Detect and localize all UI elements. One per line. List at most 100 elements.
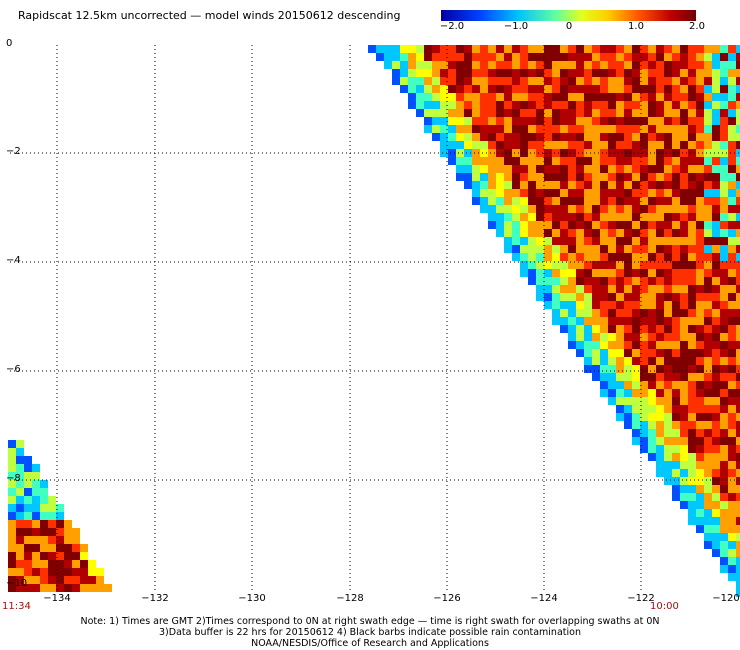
- swath-cell: [640, 301, 648, 309]
- swath-cell: [568, 109, 576, 117]
- swath-cell: [600, 301, 608, 309]
- swath-cell: [544, 77, 552, 85]
- swath-cell: [664, 189, 672, 197]
- swath-cell: [592, 133, 600, 141]
- swath-cell: [704, 197, 712, 205]
- swath-cell: [608, 341, 616, 349]
- swath-cell: [504, 53, 512, 61]
- swath-cell: [648, 157, 656, 165]
- swath-cell: [728, 333, 736, 341]
- swath-cell: [440, 149, 448, 157]
- swath-cell: [624, 93, 632, 101]
- swath-cell: [720, 125, 728, 133]
- swath-cell: [632, 61, 640, 69]
- swath-cell: [480, 85, 488, 93]
- swath-cell: [488, 157, 496, 165]
- swath-cell: [712, 301, 720, 309]
- swath-cell: [736, 245, 740, 253]
- swath-cell: [568, 141, 576, 149]
- swath-cell: [704, 477, 712, 485]
- swath-cell: [704, 325, 712, 333]
- swath-cell: [448, 101, 456, 109]
- swath-cell: [632, 157, 640, 165]
- swath-cell: [536, 117, 544, 125]
- swath-cell: [40, 576, 48, 584]
- swath-cell: [464, 101, 472, 109]
- swath-cell: [656, 437, 664, 445]
- swath-cell: [632, 309, 640, 317]
- swath-cell: [720, 53, 728, 61]
- swath-cell: [608, 389, 616, 397]
- swath-cell: [712, 341, 720, 349]
- swath-cell: [728, 165, 736, 173]
- swath-cell: [648, 341, 656, 349]
- swath-cell: [688, 413, 696, 421]
- swath-cell: [624, 45, 632, 53]
- swath-cell: [696, 61, 704, 69]
- swath-cell: [576, 253, 584, 261]
- swath-cell: [568, 173, 576, 181]
- swath-cell: [672, 101, 680, 109]
- swath-cell: [72, 544, 80, 552]
- swath-cell: [440, 109, 448, 117]
- swath-cell: [520, 245, 528, 253]
- swath-cell: [736, 109, 740, 117]
- swath-cell: [632, 341, 640, 349]
- swath-cell: [696, 453, 704, 461]
- swath-cell: [568, 221, 576, 229]
- swath-cell: [408, 61, 416, 69]
- colorbar-label-min: −2.0: [439, 21, 465, 32]
- swath-cell: [736, 437, 740, 445]
- swath-cell: [696, 341, 704, 349]
- swath-cell: [736, 389, 740, 397]
- swath-cell: [552, 117, 560, 125]
- swath-cell: [664, 61, 672, 69]
- swath-cell: [488, 149, 496, 157]
- swath-cell: [712, 189, 720, 197]
- swath-cell: [656, 181, 664, 189]
- swath-cell: [448, 61, 456, 69]
- swath-cell: [696, 437, 704, 445]
- swath-cell: [608, 381, 616, 389]
- swath-cell: [560, 117, 568, 125]
- swath-cell: [640, 53, 648, 61]
- swath-cell: [648, 397, 656, 405]
- swath-cell: [728, 117, 736, 125]
- swath-cell: [552, 69, 560, 77]
- swath-cell: [632, 213, 640, 221]
- swath-cell: [16, 520, 24, 528]
- swath-cell: [616, 397, 624, 405]
- swath-cell: [736, 189, 740, 197]
- swath-cell: [624, 229, 632, 237]
- swath-cell: [552, 101, 560, 109]
- swath-cell: [624, 197, 632, 205]
- swath-cell: [720, 285, 728, 293]
- swath-cell: [448, 157, 456, 165]
- swath-cell: [736, 469, 740, 477]
- swath-cell: [552, 149, 560, 157]
- swath-cell: [648, 61, 656, 69]
- swath-cell: [704, 253, 712, 261]
- swath-cell: [624, 269, 632, 277]
- colorbar-label-zero: 0: [565, 21, 573, 32]
- swath-cell: [504, 101, 512, 109]
- swath-cell: [640, 69, 648, 77]
- swath-cell: [640, 445, 648, 453]
- swath-cell: [736, 53, 740, 61]
- swath-cell: [656, 341, 664, 349]
- swath-cell: [720, 141, 728, 149]
- swath-cell: [688, 269, 696, 277]
- swath-cell: [400, 53, 408, 61]
- swath-cell: [712, 317, 720, 325]
- swath-cell: [616, 405, 624, 413]
- swath-cell: [688, 293, 696, 301]
- swath-cell: [480, 189, 488, 197]
- swath-cell: [680, 85, 688, 93]
- swath-cell: [576, 77, 584, 85]
- swath-cell: [448, 133, 456, 141]
- swath-cell: [696, 445, 704, 453]
- swath-cell: [608, 221, 616, 229]
- swath-cell: [680, 253, 688, 261]
- swath-cell: [544, 117, 552, 125]
- swath-cell: [720, 349, 728, 357]
